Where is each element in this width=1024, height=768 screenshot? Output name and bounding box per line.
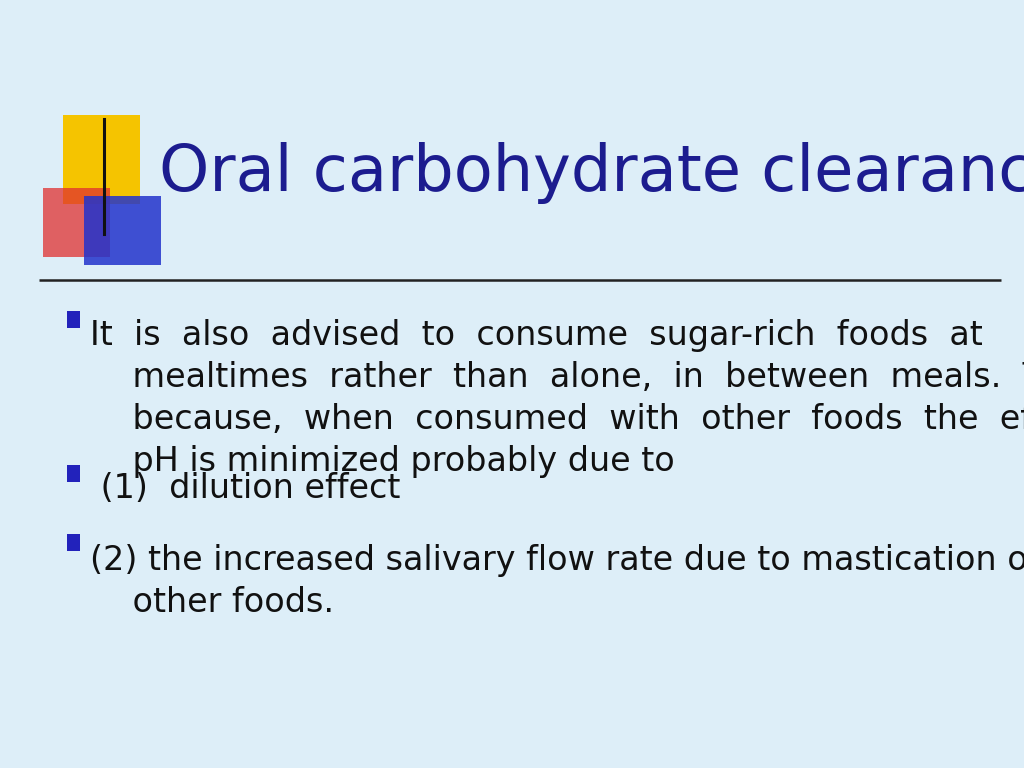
Text: (1)  dilution effect: (1) dilution effect (90, 472, 400, 505)
Text: It  is  also  advised  to  consume  sugar-rich  foods  at
    mealtimes  rather : It is also advised to consume sugar-rich… (90, 319, 1024, 478)
Bar (67, 465, 80, 482)
Bar (84, 196, 161, 265)
Bar (43, 188, 110, 257)
Bar (67, 311, 80, 328)
Bar (67, 535, 80, 551)
Text: (2) the increased salivary flow rate due to mastication of
    other foods.: (2) the increased salivary flow rate due… (90, 544, 1024, 619)
Bar (63, 115, 140, 204)
Text: Oral carbohydrate clearance: Oral carbohydrate clearance (159, 142, 1024, 204)
